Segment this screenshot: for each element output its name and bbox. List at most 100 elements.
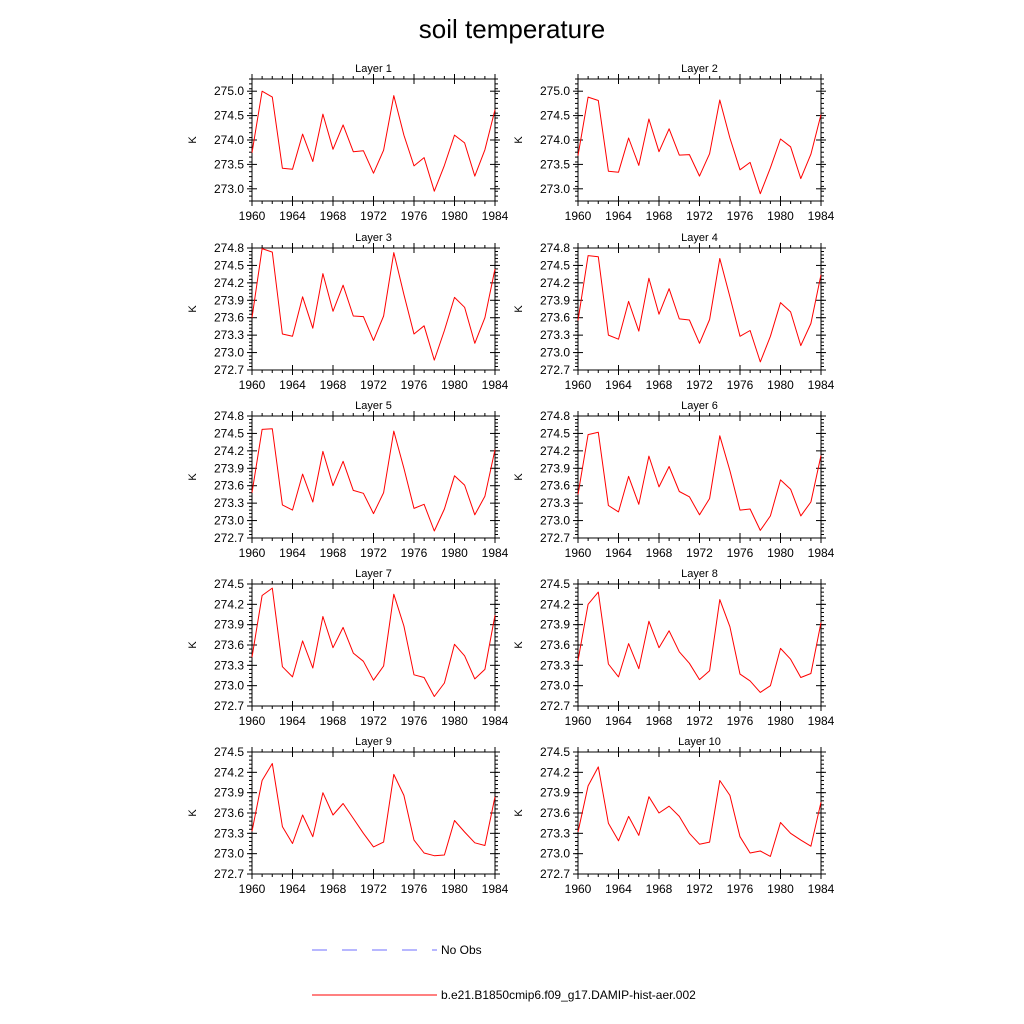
x-tick-label: 1980 xyxy=(441,209,468,223)
chart-panel-layer-9: Layer 9 K 272.7 273.0 273.3 273.6 273.9 274.2 27… xyxy=(187,736,509,896)
x-tick-label: 1980 xyxy=(441,378,468,392)
series-line-layer-9 xyxy=(251,763,496,857)
x-tick-label: 1964 xyxy=(605,546,632,560)
x-tick-label: 1980 xyxy=(767,378,794,392)
x-tick-label: 1960 xyxy=(239,378,266,392)
plot-frame xyxy=(251,583,496,707)
x-tick-label: 1960 xyxy=(565,546,592,560)
y-tick-label: 274.5 xyxy=(214,426,244,440)
y-axis-label: K xyxy=(187,809,199,817)
plot-frame xyxy=(251,751,496,875)
x-tick-label: 1980 xyxy=(441,714,468,728)
x-tick-label: 1964 xyxy=(279,209,306,223)
y-tick-label: 273.3 xyxy=(214,328,244,342)
x-tick-label: 1976 xyxy=(401,882,428,896)
plot-frame xyxy=(577,415,822,539)
y-tick-label: 274.5 xyxy=(214,258,244,272)
panel-title: Layer 6 xyxy=(681,400,718,412)
y-tick-label: 273.0 xyxy=(214,182,244,196)
x-tick-label: 1984 xyxy=(808,546,835,560)
y-tick-label: 273.0 xyxy=(540,847,570,861)
series-line-layer-4 xyxy=(577,255,822,363)
y-tick-label: 272.7 xyxy=(540,531,570,545)
y-tick-label: 272.7 xyxy=(540,363,570,377)
y-axis-label: K xyxy=(187,473,199,481)
y-tick-label: 274.2 xyxy=(540,597,570,611)
y-tick-label: 273.6 xyxy=(540,638,570,652)
y-tick-label: 272.7 xyxy=(214,867,244,881)
x-tick-label: 1984 xyxy=(808,714,835,728)
y-tick-label: 274.2 xyxy=(540,276,570,290)
series-line-layer-1 xyxy=(251,90,496,192)
y-tick-label: 274.0 xyxy=(214,133,244,147)
x-tick-label: 1976 xyxy=(401,209,428,223)
y-tick-label: 273.6 xyxy=(214,311,244,325)
x-tick-label: 1968 xyxy=(320,714,347,728)
y-tick-label: 274.5 xyxy=(214,109,244,123)
y-tick-label: 273.9 xyxy=(214,461,244,475)
y-tick-label: 273.3 xyxy=(214,496,244,510)
x-tick-label: 1960 xyxy=(239,714,266,728)
y-axis-label: K xyxy=(513,136,525,144)
chart-panel-layer-3: Layer 3 K 272.7 273.0 273.3 273.6 273.9 274.2 27… xyxy=(187,232,509,392)
plot-frame xyxy=(251,247,496,371)
y-tick-label: 272.7 xyxy=(540,699,570,713)
chart-panel-layer-2: Layer 2 K 273.0 273.5 274.0 274.5 275.0 1960 196… xyxy=(513,63,835,223)
x-tick-label: 1976 xyxy=(401,378,428,392)
x-tick-label: 1968 xyxy=(646,209,673,223)
y-tick-label: 274.2 xyxy=(214,444,244,458)
panel-title: Layer 3 xyxy=(355,232,392,244)
y-tick-label: 274.5 xyxy=(540,258,570,272)
x-tick-label: 1968 xyxy=(320,378,347,392)
y-tick-label: 272.7 xyxy=(214,699,244,713)
y-tick-label: 273.0 xyxy=(214,346,244,360)
y-tick-label: 273.3 xyxy=(540,658,570,672)
x-tick-label: 1968 xyxy=(646,546,673,560)
panel-title: Layer 8 xyxy=(681,568,718,580)
x-tick-label: 1980 xyxy=(767,209,794,223)
y-tick-label: 274.5 xyxy=(214,745,244,759)
y-tick-label: 273.9 xyxy=(540,461,570,475)
y-tick-label: 273.0 xyxy=(214,514,244,528)
chart-panel-layer-4: Layer 4 K 272.7 273.0 273.3 273.6 273.9 274.2 27… xyxy=(513,232,835,392)
y-tick-label: 273.3 xyxy=(540,496,570,510)
x-tick-label: 1964 xyxy=(279,378,306,392)
y-tick-label: 274.8 xyxy=(214,409,244,423)
x-tick-label: 1976 xyxy=(401,546,428,560)
y-tick-label: 273.0 xyxy=(540,182,570,196)
series-line-layer-8 xyxy=(577,591,822,693)
x-tick-label: 1984 xyxy=(482,882,509,896)
x-tick-label: 1972 xyxy=(686,546,713,560)
x-tick-label: 1980 xyxy=(441,546,468,560)
y-tick-label: 273.5 xyxy=(540,157,570,171)
y-tick-label: 273.6 xyxy=(214,806,244,820)
panel-title: Layer 4 xyxy=(681,232,718,244)
x-tick-label: 1972 xyxy=(360,209,387,223)
chart-panel-layer-10: Layer 10 K 272.7 273.0 273.3 273.6 273.9 274.2 2… xyxy=(513,736,835,896)
y-tick-label: 273.0 xyxy=(540,346,570,360)
x-tick-label: 1984 xyxy=(482,714,509,728)
panel-title: Layer 9 xyxy=(355,736,392,748)
y-axis-label: K xyxy=(187,641,199,649)
y-axis-label: K xyxy=(513,305,525,313)
x-tick-label: 1980 xyxy=(767,546,794,560)
y-tick-label: 273.6 xyxy=(214,638,244,652)
x-tick-label: 1964 xyxy=(605,209,632,223)
y-tick-label: 273.9 xyxy=(540,786,570,800)
y-tick-label: 274.2 xyxy=(214,765,244,779)
x-tick-label: 1972 xyxy=(686,882,713,896)
y-tick-label: 273.9 xyxy=(214,786,244,800)
plot-frame xyxy=(577,247,822,371)
y-tick-label: 274.2 xyxy=(540,765,570,779)
y-tick-label: 274.8 xyxy=(540,409,570,423)
chart-panel-layer-8: Layer 8 K 272.7 273.0 273.3 273.6 273.9 274.2 27… xyxy=(513,568,835,728)
x-tick-label: 1960 xyxy=(565,209,592,223)
y-tick-label: 274.2 xyxy=(540,444,570,458)
y-axis-label: K xyxy=(187,305,199,313)
x-tick-label: 1984 xyxy=(482,209,509,223)
y-tick-label: 274.5 xyxy=(214,577,244,591)
panel-title: Layer 10 xyxy=(678,736,721,748)
y-tick-label: 274.5 xyxy=(540,745,570,759)
x-tick-label: 1972 xyxy=(360,546,387,560)
